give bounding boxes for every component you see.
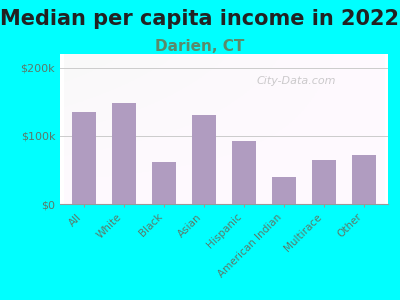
Bar: [192, 116, 216, 204]
Text: Median per capita income in 2022: Median per capita income in 2022: [0, 9, 400, 29]
Text: City-Data.com: City-Data.com: [256, 76, 336, 86]
Bar: [352, 155, 376, 204]
Bar: [112, 103, 136, 204]
Bar: [72, 112, 96, 204]
Bar: [232, 141, 256, 204]
Bar: [272, 177, 296, 204]
Text: Darien, CT: Darien, CT: [155, 39, 245, 54]
Bar: [312, 160, 336, 204]
Bar: [152, 162, 176, 204]
